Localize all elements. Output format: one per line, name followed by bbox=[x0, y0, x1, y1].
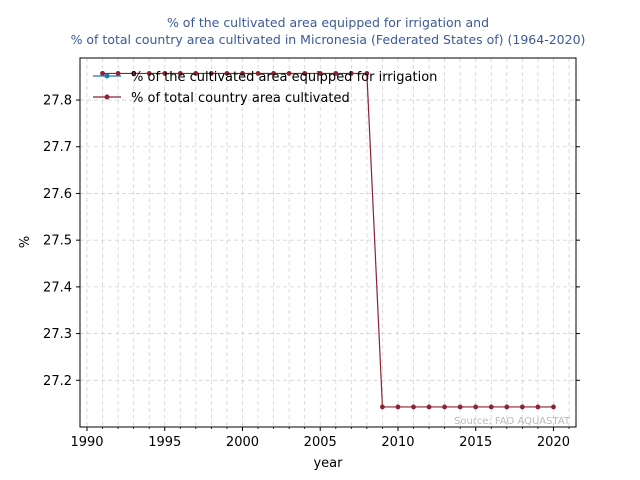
source-note: Source: FAO AQUASTAT bbox=[454, 416, 571, 427]
x-tick-label: 2015 bbox=[459, 435, 492, 450]
series-cultivated-point bbox=[380, 404, 385, 410]
series-cultivated-point bbox=[286, 71, 292, 76]
series-cultivated-point bbox=[348, 71, 354, 76]
series-cultivated-point bbox=[100, 71, 105, 76]
series-cultivated-point bbox=[442, 404, 448, 410]
y-tick-label: 27.3 bbox=[43, 327, 72, 342]
series-cultivated-line bbox=[102, 72, 554, 408]
x-tick-label: 2000 bbox=[226, 435, 259, 450]
series-cultivated-point bbox=[519, 404, 525, 410]
series-cultivated-point bbox=[255, 71, 261, 76]
chart-title-line-1: % of the cultivated area equipped for ir… bbox=[167, 15, 489, 30]
series-cultivated-point bbox=[333, 71, 339, 76]
series-cultivated-point bbox=[115, 71, 121, 76]
y-tick-label: 27.5 bbox=[43, 234, 72, 249]
y-tick-label: 27.6 bbox=[43, 187, 72, 202]
series-cultivated-point bbox=[426, 404, 432, 410]
x-tick-label: 1990 bbox=[70, 435, 103, 450]
x-tick-label: 2005 bbox=[304, 435, 337, 450]
series-cultivated-point bbox=[162, 71, 168, 76]
chart-title-line-2: % of total country area cultivated in Mi… bbox=[71, 32, 586, 47]
y-axis-label: % bbox=[18, 236, 33, 248]
x-tick-label: 1995 bbox=[148, 435, 181, 450]
series-cultivated-point bbox=[364, 71, 370, 76]
series-cultivated-point bbox=[240, 71, 245, 76]
series-cultivated-point bbox=[302, 71, 308, 76]
y-tick-label: 27.7 bbox=[43, 140, 72, 155]
plot-area-frame bbox=[79, 57, 577, 428]
series-cultivated-point bbox=[395, 404, 401, 410]
x-axis-label: year bbox=[313, 456, 343, 471]
legend-item-cultivated: % of total country area cultivated bbox=[93, 91, 350, 106]
series-cultivated-point bbox=[271, 71, 276, 76]
series-cultivated-point bbox=[411, 404, 416, 410]
series-cultivated-point bbox=[317, 71, 323, 76]
y-tick-label: 27.4 bbox=[43, 280, 72, 295]
series-cultivated-point bbox=[208, 71, 214, 76]
legend-marker-irrigation bbox=[104, 73, 110, 79]
series-cultivated-point bbox=[177, 71, 183, 76]
series-cultivated-point bbox=[146, 71, 152, 76]
legend-item-irrigation: % of the cultivated area equipped for ir… bbox=[93, 70, 437, 85]
series-cultivated-point bbox=[473, 404, 479, 410]
series-cultivated-point bbox=[504, 404, 510, 410]
legend-label-irrigation: % of the cultivated area equipped for ir… bbox=[131, 70, 437, 85]
series-cultivated-point bbox=[488, 404, 494, 410]
series-cultivated-point bbox=[535, 404, 541, 410]
series-cultivated-point bbox=[193, 71, 199, 76]
x-tick-label: 2010 bbox=[381, 435, 414, 450]
x-tick-label: 2020 bbox=[537, 435, 570, 450]
series-cultivated-point bbox=[131, 71, 137, 76]
series-cultivated-point bbox=[551, 404, 556, 410]
series-cultivated-point bbox=[224, 71, 230, 76]
y-tick-label: 27.2 bbox=[43, 374, 72, 389]
legend: % of the cultivated area equipped for ir… bbox=[93, 70, 437, 106]
y-tick-label: 27.8 bbox=[43, 94, 72, 109]
series-cultivated bbox=[100, 71, 556, 410]
legend-marker-cultivated bbox=[104, 94, 110, 100]
series-cultivated-point bbox=[457, 404, 463, 410]
legend-label-cultivated: % of total country area cultivated bbox=[131, 91, 350, 106]
